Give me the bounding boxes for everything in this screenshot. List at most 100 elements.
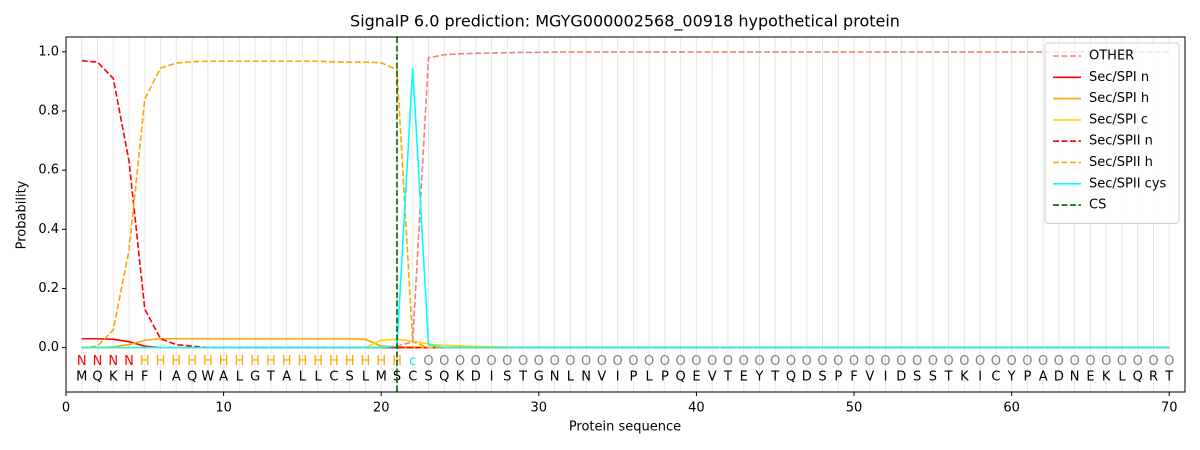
region-label: N [77, 354, 87, 369]
residue-letter: G [534, 370, 544, 385]
residue-letter: P [834, 370, 842, 385]
residue-letter: G [250, 370, 260, 385]
region-label: O [707, 354, 717, 369]
region-label: O [455, 354, 465, 369]
residue-letter: C [991, 370, 1000, 385]
region-label: O [880, 354, 890, 369]
region-label: N [108, 354, 118, 369]
legend-box [1044, 42, 1180, 224]
region-label: O [423, 354, 433, 369]
region-label: O [770, 354, 780, 369]
region-label: O [1054, 354, 1064, 369]
region-label: O [549, 354, 559, 369]
series-line [81, 68, 1170, 349]
region-label: O [959, 354, 969, 369]
region-label: O [739, 354, 749, 369]
region-label: O [534, 354, 544, 369]
region-label: O [928, 354, 938, 369]
x-tick-label: 30 [531, 401, 548, 416]
chart-title: SignalP 6.0 prediction: MGYG000002568_00… [350, 12, 900, 32]
residue-letter: L [362, 370, 370, 385]
axes-frame [65, 36, 1186, 393]
residue-letter: K [960, 370, 969, 385]
region-label: O [1007, 354, 1017, 369]
legend-label: Sec/SPI c [1089, 112, 1148, 127]
residue-letter: F [850, 370, 857, 385]
residue-letter: E [692, 370, 700, 385]
region-label: H [345, 354, 355, 369]
y-tick-label: 1.0 [38, 44, 59, 59]
region-label: O [1164, 354, 1174, 369]
legend-label: Sec/SPI n [1089, 70, 1149, 85]
region-label: O [833, 354, 843, 369]
residue-letter: M [76, 370, 87, 385]
residue-letter: H [124, 370, 134, 385]
region-label: H [361, 354, 371, 369]
legend-label: Sec/SPII h [1089, 155, 1153, 170]
y-tick-label: 0.6 [38, 163, 59, 178]
residue-letter: V [865, 370, 874, 385]
region-label: H [203, 354, 213, 369]
region-label: H [298, 354, 308, 369]
region-label: O [991, 354, 1001, 369]
residue-letter: Q [1133, 370, 1143, 385]
region-label: O [676, 354, 686, 369]
residue-letter: V [597, 370, 606, 385]
residue-letter: N [1070, 370, 1080, 385]
residue-letter: Q [187, 370, 197, 385]
legend: OTHER Sec/SPI n Sec/SPI h Sec/SPI c Sec/SPII… [1044, 42, 1180, 224]
legend-label: Sec/SPII n [1089, 134, 1153, 149]
residue-letter: D [896, 370, 906, 385]
region-label: O [644, 354, 654, 369]
x-axis-label: Protein sequence [569, 420, 681, 435]
y-tick-label: 0.0 [38, 340, 59, 355]
legend-label: CS [1089, 198, 1106, 213]
residue-letter: I [884, 370, 888, 385]
residue-letter: M [376, 370, 387, 385]
region-label: O [896, 354, 906, 369]
x-tick-label: 40 [688, 401, 705, 416]
residue-letter: V [708, 370, 717, 385]
legend-label: Sec/SPII cys [1089, 176, 1167, 191]
residue-letter: L [299, 370, 307, 385]
region-label: O [486, 354, 496, 369]
y-axis-label: Probability [15, 180, 30, 249]
residue-letter: N [581, 370, 591, 385]
region-label: H [140, 354, 150, 369]
residue-letter: L [236, 370, 244, 385]
residue-letter: Y [754, 370, 763, 385]
y-tick-label: 0.2 [38, 281, 59, 296]
region-label: H [234, 354, 244, 369]
residue-letter: P [629, 370, 637, 385]
residue-letter: K [456, 370, 465, 385]
residue-letter: Q [439, 370, 449, 385]
residue-letter: I [616, 370, 620, 385]
x-tick-label: 70 [1161, 401, 1178, 416]
region-label: O [865, 354, 875, 369]
y-tick-label: 0.4 [38, 222, 59, 237]
region-label: N [93, 354, 103, 369]
residue-letter: S [346, 370, 354, 385]
region-label: O [1022, 354, 1032, 369]
residue-letter: I [490, 370, 494, 385]
region-label: O [943, 354, 953, 369]
region-label: H [282, 354, 292, 369]
region-label: O [1117, 354, 1127, 369]
residue-letter: R [1149, 370, 1158, 385]
residue-letter: E [1086, 370, 1094, 385]
region-label: O [597, 354, 607, 369]
region-label: H [171, 354, 181, 369]
residue-letter: Q [786, 370, 796, 385]
region-label: H [187, 354, 197, 369]
residue-letter: L [1118, 370, 1126, 385]
region-label: O [691, 354, 701, 369]
region-label: O [660, 354, 670, 369]
region-label: H [329, 354, 339, 369]
region-label: O [786, 354, 796, 369]
residue-letter: Y [1007, 370, 1016, 385]
region-label: O [581, 354, 591, 369]
region-label: O [1085, 354, 1095, 369]
region-label: O [817, 354, 827, 369]
